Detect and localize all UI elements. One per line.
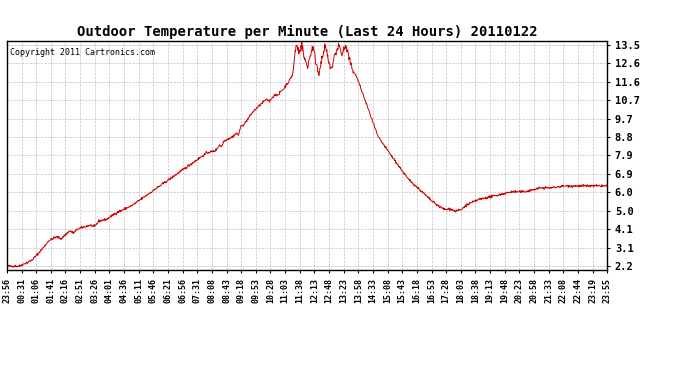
Text: Copyright 2011 Cartronics.com: Copyright 2011 Cartronics.com	[10, 48, 155, 57]
Title: Outdoor Temperature per Minute (Last 24 Hours) 20110122: Outdoor Temperature per Minute (Last 24 …	[77, 24, 538, 39]
